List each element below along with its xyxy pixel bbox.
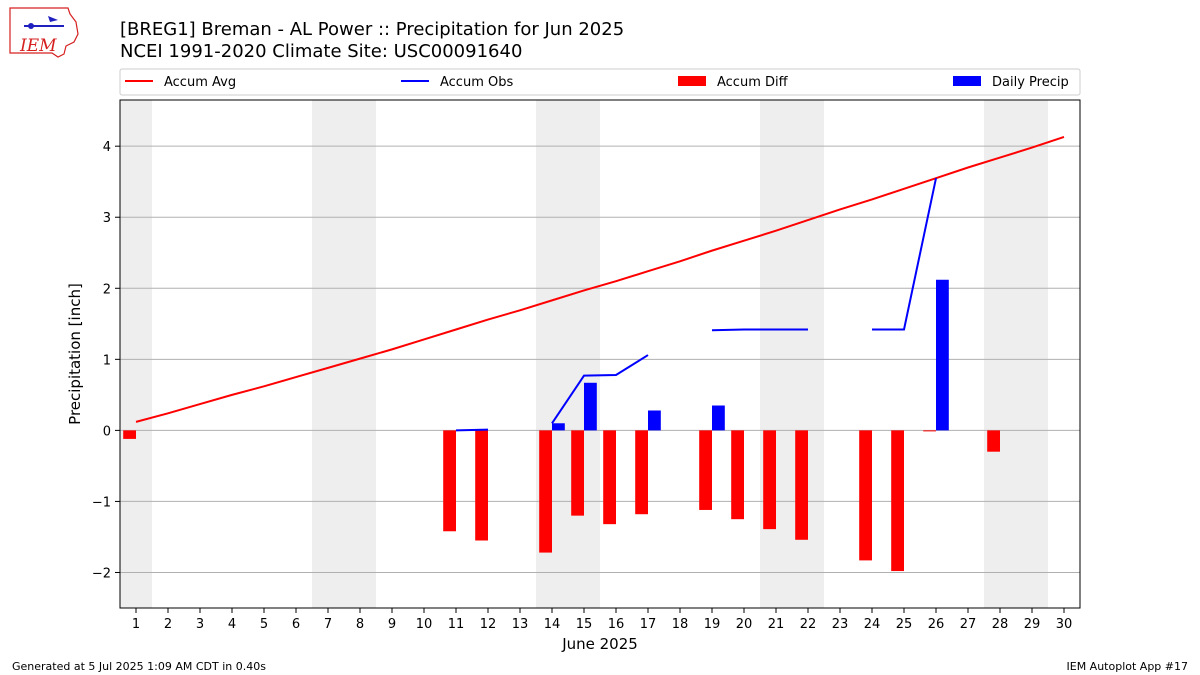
x-tick-label-13: 13 (512, 617, 529, 632)
accum-diff-bar-day-25 (891, 430, 904, 572)
x-tick-label-15: 15 (576, 617, 593, 632)
x-tick-label-2: 2 (164, 617, 172, 632)
x-axis-label: June 2025 (561, 635, 638, 653)
x-tick-label-24: 24 (864, 617, 881, 632)
x-tick-label-6: 6 (292, 617, 300, 632)
daily-precip-bar-day-14 (552, 423, 565, 431)
x-tick-label-5: 5 (260, 617, 268, 632)
weekend-shading (120, 100, 1048, 608)
footer-app: IEM Autoplot App #17 (1067, 660, 1189, 673)
x-tick-label-20: 20 (736, 617, 753, 632)
accum-diff-bar-day-17 (635, 430, 648, 515)
accum-diff-bar-day-12 (475, 430, 488, 541)
weekend-band-15 (568, 100, 600, 608)
accum-diff-bar-day-11 (443, 430, 456, 532)
legend-label-daily-precip: Daily Precip (992, 75, 1069, 90)
chart-title-line1: [BREG1] Breman - AL Power :: Precipitati… (120, 19, 624, 40)
accum-diff-bar-day-20 (731, 430, 744, 520)
x-tick-label-28: 28 (992, 617, 1009, 632)
y-tick-label-2: 2 (103, 282, 111, 297)
accum-obs-line-1 (551, 354, 649, 424)
accum-obs-line-3 (872, 177, 937, 331)
x-tick-label-1: 1 (132, 617, 140, 632)
x-tick-label-14: 14 (544, 617, 561, 632)
y-tick-label-0: 0 (103, 424, 111, 439)
weekend-band-8 (344, 100, 376, 608)
y-tick-label--2: −2 (92, 566, 111, 581)
accum-diff-bar-day-26 (923, 430, 936, 432)
bar-series (123, 279, 1000, 572)
legend-label-accum-avg: Accum Avg (164, 75, 236, 90)
x-tick-label-4: 4 (228, 617, 236, 632)
x-tick-label-7: 7 (324, 617, 332, 632)
y-tick-label-1: 1 (103, 353, 111, 368)
x-tick-label-3: 3 (196, 617, 204, 632)
x-tick-label-25: 25 (896, 617, 913, 632)
accum-diff-bar-day-14 (539, 430, 552, 553)
iem-logo: IEM (9, 7, 79, 58)
plot-frame (119, 99, 1081, 609)
accum-diff-bar-day-22 (795, 430, 808, 540)
x-tick-label-16: 16 (608, 617, 625, 632)
accum-obs-line-0 (455, 428, 489, 432)
accum-diff-bar-day-16 (603, 430, 616, 525)
legend-label-accum-obs: Accum Obs (440, 75, 513, 90)
x-tick-label-19: 19 (704, 617, 721, 632)
x-tick-label-21: 21 (768, 617, 785, 632)
accum-obs-line-2 (711, 328, 808, 332)
weekend-band-28 (984, 100, 1016, 608)
accum-diff-bar-day-24 (859, 430, 872, 561)
line-series (135, 135, 1065, 432)
y-axis: −2 −1 0 1 2 3 4 (92, 140, 120, 581)
x-tick-label-23: 23 (832, 617, 849, 632)
x-tick-label-10: 10 (416, 617, 433, 632)
y-tick-label--1: −1 (92, 495, 111, 510)
daily-precip-bar-day-17 (648, 410, 661, 431)
legend-swatch-daily-precip (953, 76, 981, 86)
legend-box (119, 68, 1081, 96)
accum-diff-bar-day-15 (571, 430, 584, 516)
x-tick-label-30: 30 (1056, 617, 1073, 632)
x-tick-label-11: 11 (448, 617, 465, 632)
x-tick-label-22: 22 (800, 617, 817, 632)
y-axis-label: Precipitation [inch] (66, 283, 84, 425)
weekend-band-1 (120, 100, 152, 608)
x-tick-label-29: 29 (1024, 617, 1041, 632)
x-tick-label-8: 8 (356, 617, 364, 632)
station-dot-icon (28, 23, 34, 29)
weekend-band-7 (312, 100, 344, 608)
y-tick-label-3: 3 (103, 211, 111, 226)
x-tick-label-27: 27 (960, 617, 977, 632)
daily-precip-bar-day-19 (712, 405, 725, 431)
iowa-outline-icon (9, 7, 79, 58)
x-tick-label-18: 18 (672, 617, 689, 632)
accum-diff-bar-day-19 (699, 430, 712, 510)
wind-vane-icon (48, 16, 58, 22)
y-gridlines (120, 145, 1080, 573)
x-tick-label-12: 12 (480, 617, 497, 632)
footer-generated: Generated at 5 Jul 2025 1:09 AM CDT in 0… (12, 660, 266, 673)
daily-precip-bar-day-15 (584, 382, 597, 431)
legend-label-accum-diff: Accum Diff (717, 75, 789, 90)
weekend-band-29 (1016, 100, 1048, 608)
daily-precip-bar-day-26 (936, 279, 949, 431)
weekend-band-21 (760, 100, 792, 608)
x-axis: 1 2 3 4 5 6 7 8 9 10 11 12 13 14 15 16 17 18 19 20 21 22 23 24 2… (132, 608, 1072, 632)
accum-diff-bar-day-28 (987, 430, 1000, 452)
x-tick-label-26: 26 (928, 617, 945, 632)
legend-swatch-accum-diff (678, 76, 706, 86)
x-tick-label-9: 9 (388, 617, 396, 632)
accum-diff-bar-day-21 (763, 430, 776, 530)
logo-text: IEM (19, 36, 57, 56)
accum-diff-bar-day-1 (123, 430, 136, 439)
y-tick-label-4: 4 (103, 140, 111, 155)
accum-avg-line-0 (135, 135, 1065, 423)
x-tick-label-17: 17 (640, 617, 657, 632)
chart-title-line2: NCEI 1991-2020 Climate Site: USC00091640 (120, 41, 522, 62)
legend: Accum Avg Accum Obs Accum Diff Daily Pre… (119, 68, 1081, 96)
